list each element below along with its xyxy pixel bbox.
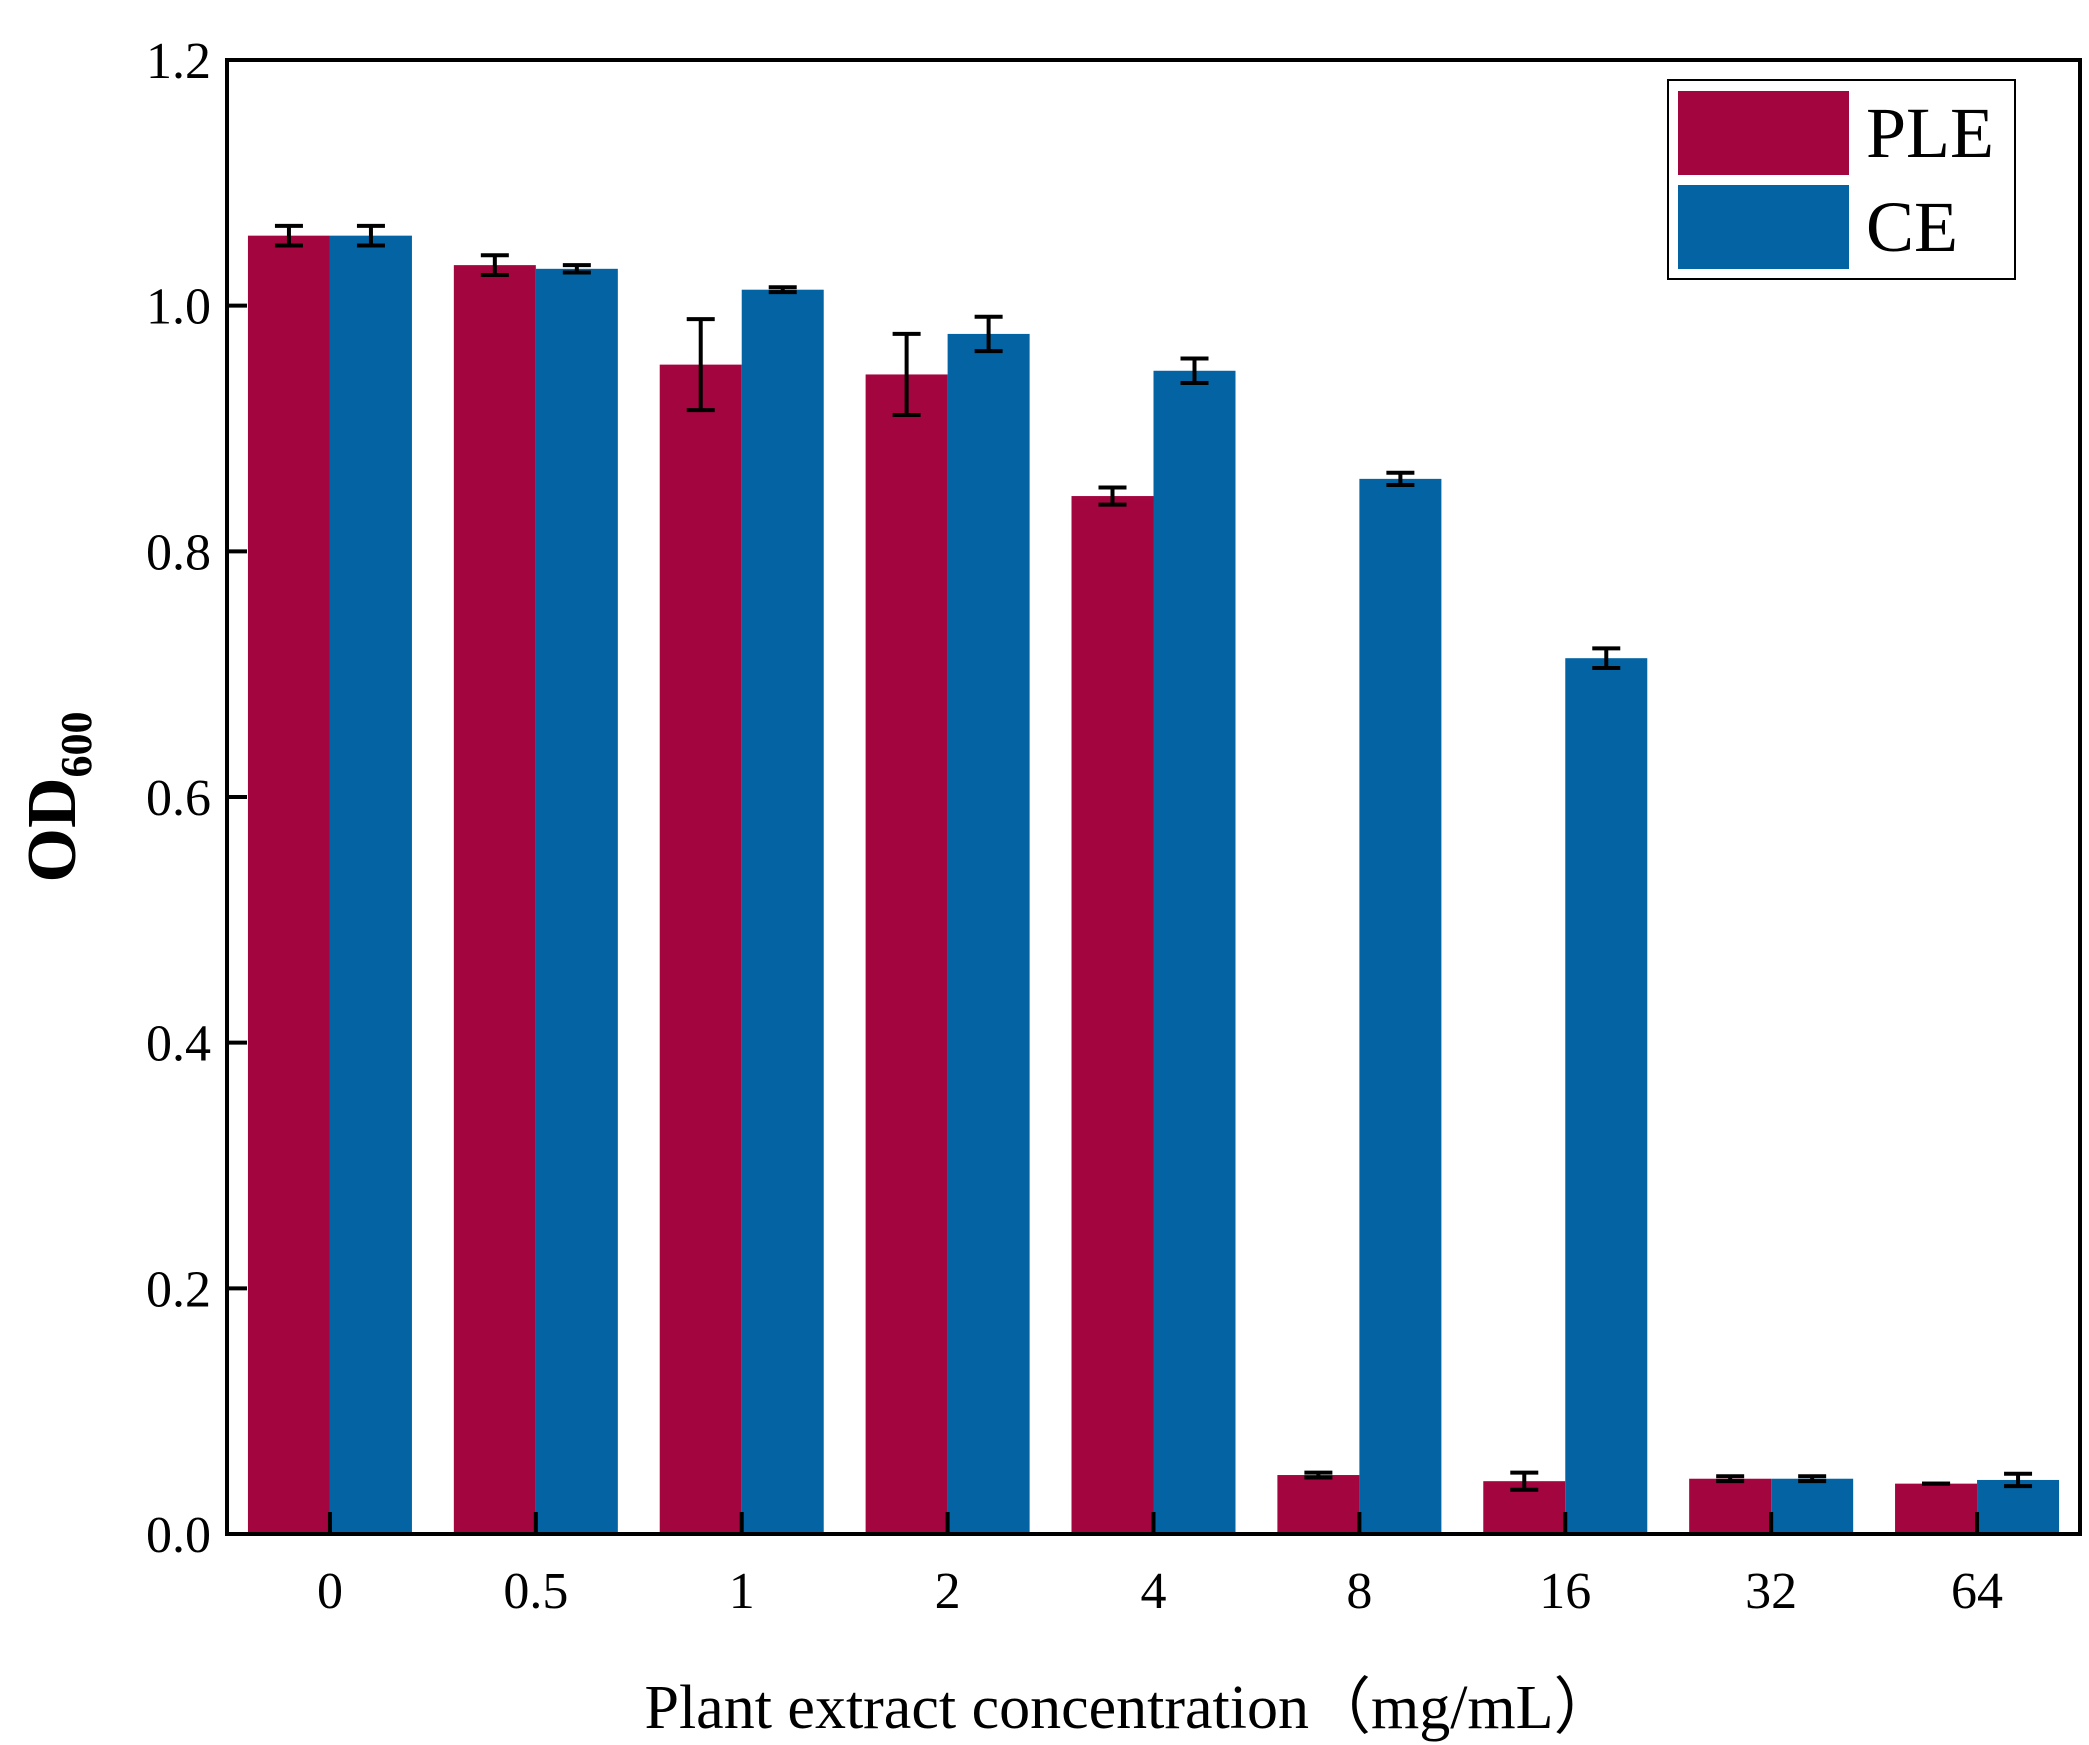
bar-ple-8 [1277, 1475, 1360, 1534]
bar-ple-1 [659, 364, 742, 1534]
error-bars-layer [274, 223, 2033, 1492]
y-tick-label: 0.2 [146, 1261, 211, 1318]
legend-label-ce: CE [1866, 187, 1958, 267]
error-bar-ple-0 [274, 223, 303, 248]
y-tick-label: 1.2 [146, 33, 211, 90]
bar-ce-8 [1359, 478, 1442, 1534]
y-axis-title: OD600 [14, 712, 101, 883]
bar-ple-4 [1071, 496, 1154, 1534]
x-tick-label: 1 [729, 1563, 755, 1620]
error-bar-ple-16 [1510, 1470, 1539, 1492]
legend-label-ple: PLE [1866, 93, 1994, 173]
y-tick-label: 0.6 [146, 770, 211, 827]
y-tick-label: 0.8 [146, 524, 211, 581]
legend: PLE CE [1667, 79, 2016, 280]
error-bar-ple-8 [1304, 1470, 1333, 1480]
legend-swatch-ce [1678, 185, 1849, 269]
legend-swatch-ple [1678, 91, 1849, 175]
bars-layer [247, 235, 2060, 1535]
error-bar-ce-16 [1592, 646, 1621, 671]
bar-ce-0 [329, 235, 412, 1535]
x-tick-label: 0 [317, 1563, 343, 1620]
x-tick-label: 8 [1346, 1563, 1372, 1620]
x-tick-label: 4 [1141, 1563, 1167, 1620]
error-bar-ple-2 [892, 331, 921, 417]
x-axis-title: Plant extract concentration（mg/mL） [644, 1674, 1615, 1742]
bar-ce-64 [1977, 1479, 2060, 1534]
bar-ce-32 [1771, 1478, 1854, 1534]
x-axis: 0 0.5 1 2 4 8 16 32 64 [317, 1512, 2003, 1620]
x-tick-label: 64 [1951, 1563, 2003, 1620]
error-bar-ple-32 [1716, 1474, 1745, 1484]
y-tick-label: 0.0 [146, 1507, 211, 1564]
error-bar-ce-32 [1798, 1474, 1827, 1484]
y-tick-label: 1.0 [146, 279, 211, 336]
y-axis-title-subscript: 600 [52, 712, 101, 778]
x-tick-label: 2 [935, 1563, 961, 1620]
error-bar-ce-8 [1386, 470, 1415, 488]
error-bar-ce-0_5 [562, 263, 591, 275]
error-bar-ce-0 [356, 223, 385, 248]
bar-ce-2 [947, 333, 1030, 1534]
x-tick-label: 0.5 [503, 1563, 568, 1620]
y-axis: 0.0 0.2 0.4 0.6 0.8 1.0 1.2 [146, 33, 247, 1564]
x-tick-label: 32 [1745, 1563, 1797, 1620]
bar-ce-1 [741, 289, 824, 1534]
error-bar-ple-0_5 [480, 253, 509, 277]
bar-ple-32 [1689, 1478, 1772, 1534]
y-tick-label: 0.4 [146, 1016, 211, 1073]
error-bar-ce-64 [2004, 1471, 2033, 1489]
error-bar-ce-2 [974, 314, 1003, 354]
error-bar-ce-4 [1180, 356, 1209, 386]
bar-ple-2 [865, 374, 948, 1534]
error-bar-ple-1 [686, 317, 715, 413]
bar-ce-4 [1153, 370, 1236, 1535]
error-bar-ce-1 [768, 285, 797, 295]
x-tick-label: 16 [1539, 1563, 1591, 1620]
error-bar-ple-4 [1098, 485, 1127, 507]
y-axis-title-main: OD [14, 778, 91, 883]
bar-ple-0 [247, 235, 330, 1535]
bar-ce-16 [1565, 658, 1648, 1534]
bar-ce-0_5 [535, 268, 618, 1535]
bar-ple-64 [1895, 1483, 1978, 1534]
bar-ple-0_5 [453, 265, 536, 1535]
